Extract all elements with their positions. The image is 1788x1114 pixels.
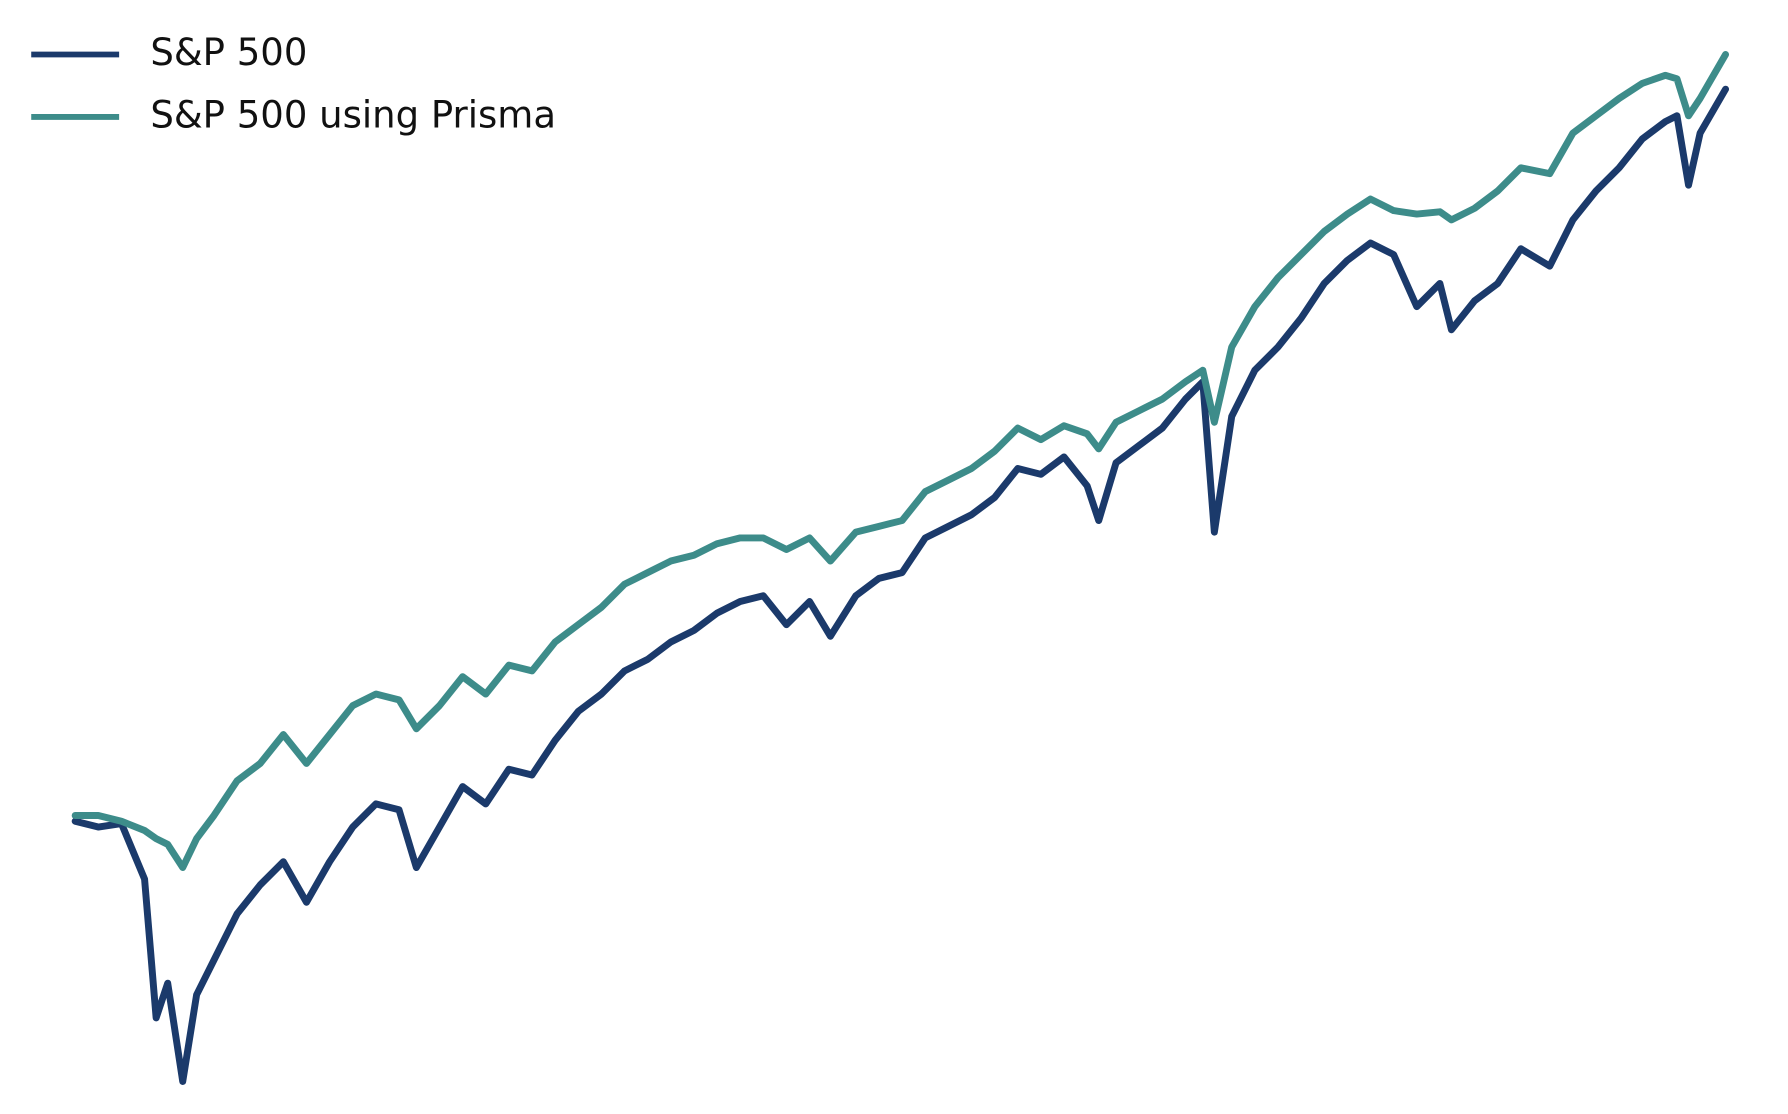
legend-label: S&P 500 bbox=[150, 31, 307, 74]
data-line bbox=[71, 51, 1730, 871]
data-line bbox=[71, 85, 1730, 1085]
legend-label: S&P 500 using Prisma bbox=[150, 93, 556, 136]
